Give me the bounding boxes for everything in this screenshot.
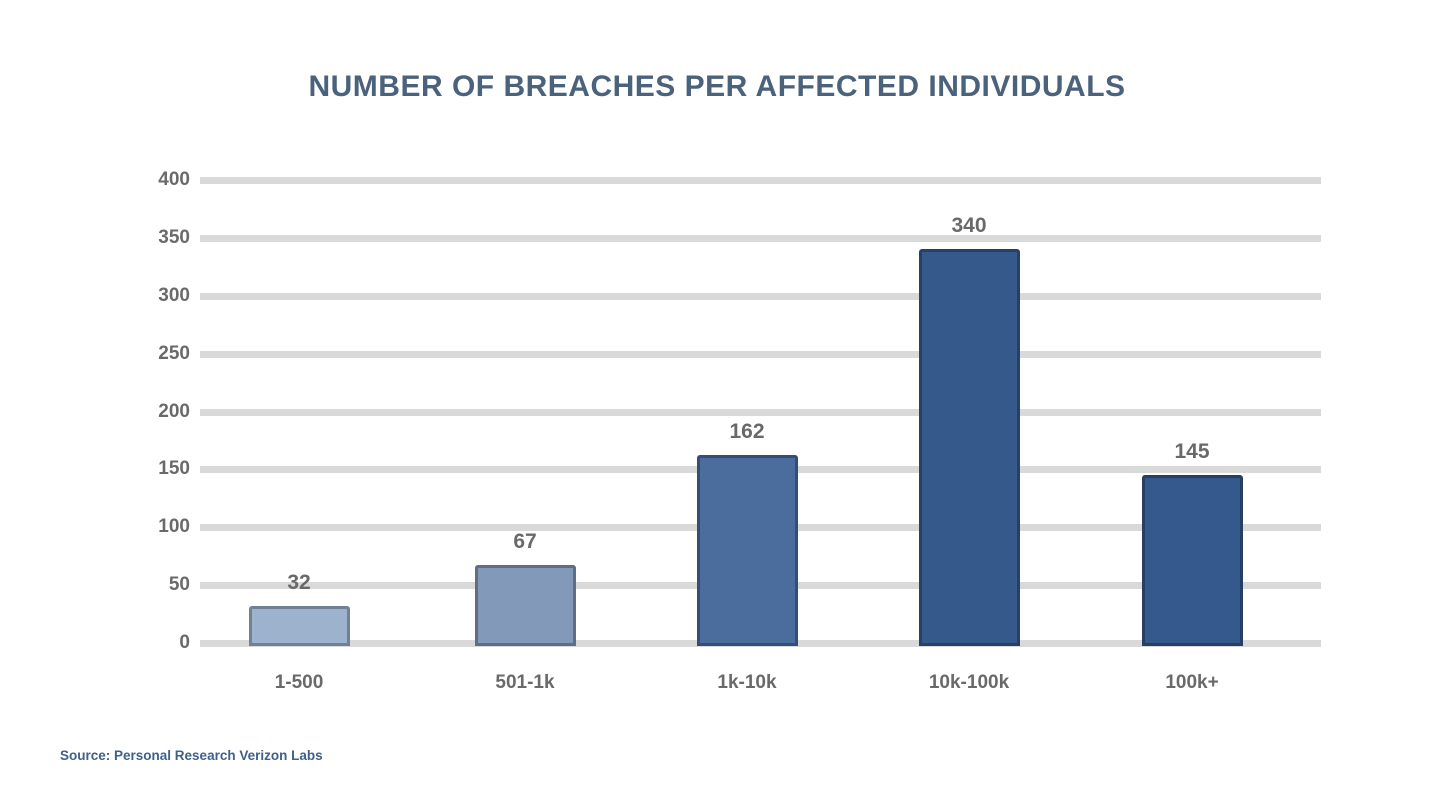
y-axis-tick-label: 250	[158, 342, 190, 364]
x-axis-category-label: 10k-100k	[928, 672, 1010, 693]
x-axis-category-label: 501-1k	[495, 672, 555, 693]
gridline-y-250	[200, 350, 1321, 358]
y-axis-tick-label: 100	[158, 516, 190, 538]
gridline-y-350	[200, 234, 1321, 242]
gridline-y-300	[200, 292, 1321, 300]
bar-value-label: 67	[513, 530, 537, 554]
x-axis-category-label: 1k-10k	[717, 672, 777, 693]
bar-100k+	[1141, 475, 1243, 646]
bar-value-label: 162	[729, 420, 765, 444]
y-axis-tick-label: 150	[158, 458, 190, 480]
x-axis-category-label: 1-500	[274, 672, 324, 693]
y-axis-tick-label: 350	[158, 226, 190, 248]
gridline-y-200	[200, 408, 1321, 416]
y-axis-tick-label: 50	[168, 574, 190, 596]
bar-1k-10k	[696, 455, 798, 646]
bar-1-500	[248, 605, 350, 646]
y-axis-tick-label: 300	[158, 284, 190, 306]
bar-value-label: 145	[1174, 440, 1210, 464]
chart-title: NUMBER OF BREACHES PER AFFECTED INDIVIDU…	[308, 70, 1126, 103]
y-axis-tick-label: 400	[158, 169, 190, 190]
bar-10k-100k	[918, 249, 1020, 646]
bar-501-1k	[474, 565, 576, 646]
bar-value-label: 32	[287, 570, 311, 594]
source-link[interactable]: Source: Personal Research Verizon Labs	[60, 748, 323, 763]
x-axis-category-label: 100k+	[1165, 672, 1219, 693]
y-axis-tick-label: 200	[158, 400, 190, 422]
bar-value-label: 340	[951, 214, 987, 238]
gridline-y-400	[200, 177, 1321, 184]
y-axis-tick-label: 0	[179, 632, 190, 653]
